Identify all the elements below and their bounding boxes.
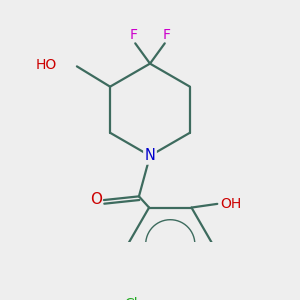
Text: N: N — [145, 148, 155, 163]
Text: HO: HO — [35, 58, 57, 71]
Text: Cl: Cl — [124, 297, 137, 300]
Text: O: O — [90, 192, 102, 207]
Text: OH: OH — [220, 197, 242, 211]
Text: F: F — [129, 28, 137, 42]
Text: F: F — [163, 28, 171, 42]
